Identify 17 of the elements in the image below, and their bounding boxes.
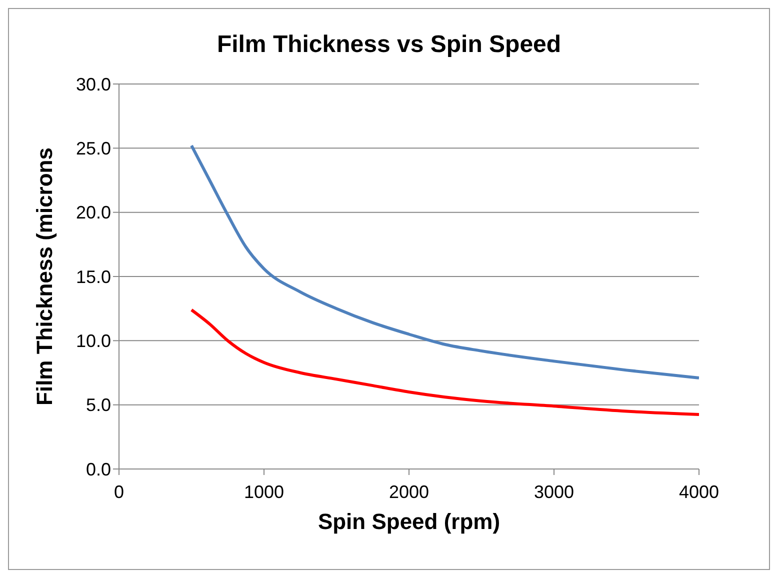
y-tick-label: 15.0 bbox=[76, 266, 111, 287]
line-series bbox=[190, 144, 699, 380]
x-axis-title: Spin Speed (rpm) bbox=[318, 509, 500, 534]
x-tick-label: 3000 bbox=[534, 482, 574, 502]
x-tick-label: 1000 bbox=[244, 482, 284, 502]
x-tick-label: 4000 bbox=[678, 482, 720, 502]
line-series bbox=[190, 308, 699, 416]
x-tick-label: 0 bbox=[114, 482, 124, 502]
y-tick-label: 20.0 bbox=[76, 202, 111, 223]
x-tick-label: 2000 bbox=[388, 482, 430, 502]
y-tick-label: 25.0 bbox=[76, 138, 111, 159]
y-tick-label: 0.0 bbox=[86, 459, 111, 480]
y-tick-label: 10.0 bbox=[76, 331, 111, 352]
chart-title: Film Thickness vs Spin Speed bbox=[216, 31, 562, 59]
y-tick-label: 5.0 bbox=[86, 395, 111, 416]
y-axis-title: Film Thickness (microns bbox=[32, 148, 57, 406]
y-tick-label: 30.0 bbox=[76, 74, 111, 94]
